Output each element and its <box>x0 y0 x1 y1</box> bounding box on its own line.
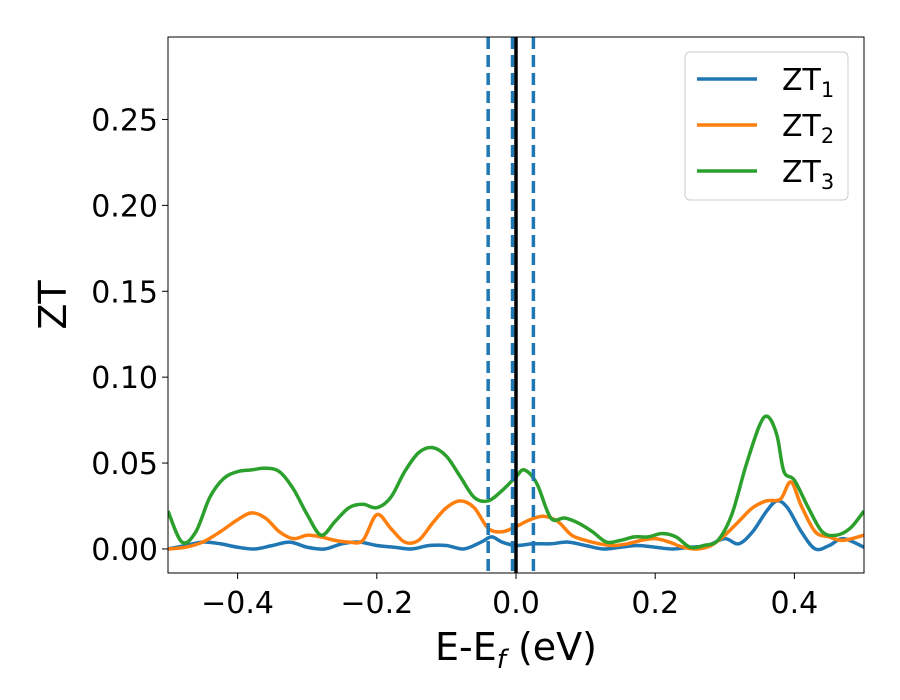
y-axis-label: ZT <box>31 280 75 330</box>
x-tick-label: 0.4 <box>771 586 819 621</box>
legend-label-zt2: ZT2 <box>782 109 834 148</box>
series-line-zt1 <box>168 499 864 552</box>
y-tick-label: 0.15 <box>91 275 158 310</box>
x-axis-label: E-Ef (eV) <box>435 625 597 675</box>
y-tick-label: 0.20 <box>91 189 158 224</box>
legend-label-zt1: ZT1 <box>782 63 834 102</box>
reference-lines-layer <box>486 37 536 573</box>
series-layer <box>168 414 864 552</box>
x-tick-label: 0.0 <box>492 586 540 621</box>
y-tick-label: 0.10 <box>91 361 158 396</box>
series-line-zt2 <box>168 480 864 551</box>
y-tick-label: 0.25 <box>91 103 158 138</box>
y-axis: 0.00 0.05 0.10 0.15 0.20 0.25 <box>91 103 168 568</box>
y-tick-label: 0.00 <box>91 533 158 568</box>
x-tick-label: −0.4 <box>201 586 274 621</box>
x-axis: −0.4 −0.2 0.0 0.2 0.4 <box>201 573 818 621</box>
legend: ZT1 ZT2 ZT3 <box>684 51 849 201</box>
x-tick-label: −0.2 <box>340 586 413 621</box>
y-tick-label: 0.05 <box>91 447 158 482</box>
series-line-zt3 <box>168 414 864 550</box>
legend-label-zt3: ZT3 <box>782 155 834 194</box>
legend-box <box>684 51 849 201</box>
x-tick-label: 0.2 <box>631 586 679 621</box>
